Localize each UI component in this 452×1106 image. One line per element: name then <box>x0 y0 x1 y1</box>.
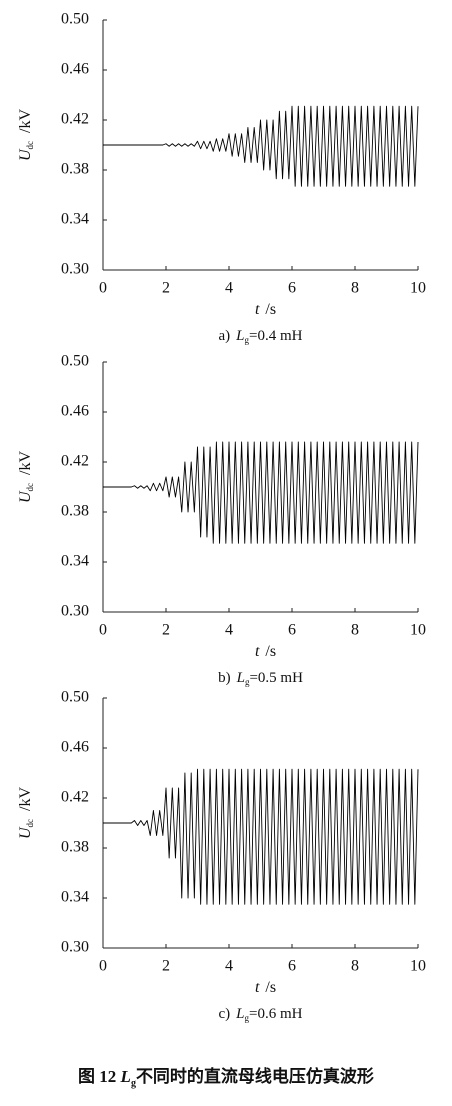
caption-prefix: b) <box>218 670 231 686</box>
y-tick-label: 0.50 <box>61 689 89 706</box>
y-tick-label: 0.42 <box>61 789 89 806</box>
y-tick-label: 0.38 <box>61 839 89 856</box>
x-tick-label: 10 <box>410 280 426 297</box>
waveform <box>103 441 419 544</box>
x-tick-label: 0 <box>99 958 107 975</box>
y-label-sub: dc <box>25 819 35 828</box>
y-tick-label: 0.42 <box>61 111 89 128</box>
y-tick-label: 0.46 <box>61 61 89 78</box>
caption-rest: =0.6 mH <box>249 1006 303 1022</box>
y-label-sub: dc <box>25 141 35 150</box>
x-label-var: t <box>255 643 260 660</box>
chart: 0.30 0.34 0.38 0.42 0.46 0.50 0 2 4 6 8 10 t/s Udc/kV… <box>17 11 426 345</box>
x-tick-label: 8 <box>351 280 359 297</box>
figure-number: 图 12 <box>78 1067 116 1086</box>
x-tick-label: 0 <box>99 280 107 297</box>
x-tick-label: 6 <box>288 622 296 639</box>
y-label-var: U <box>17 148 34 161</box>
y-tick-label: 0.34 <box>61 211 89 228</box>
caption-rest: =0.5 mH <box>249 670 303 686</box>
caption-sub: g <box>245 677 250 687</box>
y-tick-label: 0.46 <box>61 739 89 756</box>
caption-var: L <box>236 670 245 686</box>
x-tick-label: 4 <box>225 958 233 975</box>
y-tick-label: 0.30 <box>61 603 89 620</box>
y-tick-label: 0.50 <box>61 11 89 28</box>
x-axis-label: t/s <box>255 301 276 318</box>
x-label-unit: /s <box>265 979 276 996</box>
x-tick-label: 6 <box>288 958 296 975</box>
y-tick-label: 0.38 <box>61 161 89 178</box>
y-label-var: U <box>17 826 34 839</box>
figure-caption: 图 12 Lg不同时的直流母线电压仿真波形 <box>78 1066 374 1089</box>
x-label-var: t <box>255 979 260 996</box>
x-tick-label: 0 <box>99 622 107 639</box>
y-tick-label: 0.42 <box>61 453 89 470</box>
x-label-unit: /s <box>265 643 276 660</box>
chart: 0.30 0.34 0.38 0.42 0.46 0.50 0 2 4 6 8 10 t/s Udc/kV… <box>17 353 426 687</box>
x-axis-label: t/s <box>255 643 276 660</box>
y-tick-label: 0.38 <box>61 503 89 520</box>
caption-var: L <box>235 328 244 344</box>
caption-sub: g <box>245 335 250 345</box>
y-axis-label: Udc/kV <box>17 451 35 504</box>
caption-rest: =0.4 mH <box>249 328 303 344</box>
caption-prefix: c) <box>219 1006 231 1022</box>
x-tick-label: 2 <box>162 622 170 639</box>
subplot-caption: c) Lg=0.6 mH <box>219 1006 303 1023</box>
x-tick-label: 4 <box>225 622 233 639</box>
x-label-var: t <box>255 301 260 318</box>
y-tick-label: 0.46 <box>61 403 89 420</box>
y-tick-label: 0.34 <box>61 889 89 906</box>
subplot-caption: a) Lg=0.4 mH <box>219 328 303 345</box>
x-tick-label: 4 <box>225 280 233 297</box>
y-tick-label: 0.50 <box>61 353 89 370</box>
y-label-sub: dc <box>25 483 35 492</box>
y-label-var: U <box>17 490 34 503</box>
y-label-unit: /kV <box>17 109 34 133</box>
caption-prefix: a) <box>219 328 231 344</box>
figure-var: L <box>120 1067 131 1086</box>
x-tick-label: 6 <box>288 280 296 297</box>
x-tick-label: 2 <box>162 958 170 975</box>
x-tick-label: 8 <box>351 958 359 975</box>
y-tick-label: 0.34 <box>61 553 89 570</box>
figure-text: 不同时的直流母线电压仿真波形 <box>136 1066 374 1086</box>
y-tick-label: 0.30 <box>61 939 89 956</box>
caption-sub: g <box>245 1013 250 1023</box>
waveform <box>103 105 419 187</box>
x-tick-label: 2 <box>162 280 170 297</box>
y-axis-label: Udc/kV <box>17 787 35 840</box>
caption-var: L <box>235 1006 244 1022</box>
figure-sub: g <box>131 1078 136 1089</box>
y-axis-label: Udc/kV <box>17 109 35 162</box>
x-tick-label: 10 <box>410 622 426 639</box>
subplot-caption: b) Lg=0.5 mH <box>218 670 303 687</box>
x-tick-label: 10 <box>410 958 426 975</box>
x-label-unit: /s <box>265 301 276 318</box>
y-tick-label: 0.30 <box>61 261 89 278</box>
x-tick-label: 8 <box>351 622 359 639</box>
y-label-unit: /kV <box>17 451 34 475</box>
chart: 0.30 0.34 0.38 0.42 0.46 0.50 0 2 4 6 8 10 t/s Udc/kV… <box>17 689 426 1023</box>
x-axis-label: t/s <box>255 979 276 996</box>
waveform <box>103 768 419 905</box>
y-label-unit: /kV <box>17 787 34 811</box>
